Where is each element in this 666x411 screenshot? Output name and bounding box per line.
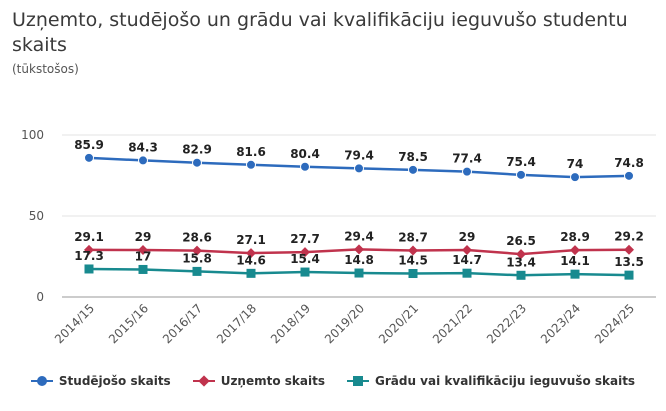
- data-label: 15.8: [182, 251, 212, 265]
- x-tick-label: 2018/19: [268, 301, 313, 346]
- legend: Studējošo skaits Uzņemto skaits Grādu va…: [0, 374, 666, 388]
- data-point[interactable]: [246, 248, 256, 259]
- data-label: 26.5: [506, 234, 536, 248]
- data-point[interactable]: [84, 152, 94, 163]
- y-tick-label: 100: [21, 128, 44, 142]
- data-label: 17: [135, 249, 152, 263]
- data-label: 14.8: [344, 253, 374, 267]
- data-point[interactable]: [516, 270, 526, 280]
- data-label: 74: [567, 157, 584, 171]
- data-label: 14.1: [560, 254, 590, 268]
- data-point[interactable]: [354, 244, 364, 255]
- data-label: 84.3: [128, 140, 158, 154]
- data-point[interactable]: [192, 266, 202, 276]
- data-label: 15.4: [290, 252, 320, 266]
- data-point[interactable]: [300, 247, 310, 258]
- data-label: 79.4: [344, 148, 374, 162]
- data-label: 14.6: [236, 253, 266, 267]
- legend-label: Uzņemto skaits: [220, 374, 325, 388]
- data-point[interactable]: [570, 172, 580, 183]
- data-point[interactable]: [84, 244, 94, 255]
- data-label: 82.9: [182, 143, 212, 157]
- data-point[interactable]: [84, 264, 94, 274]
- data-label: 77.4: [452, 152, 482, 166]
- legend-item-gradu[interactable]: Grādu vai kvalifikāciju ieguvušo skaits: [347, 374, 635, 388]
- data-label: 14.5: [398, 254, 428, 268]
- data-label: 74.8: [614, 156, 644, 170]
- data-point[interactable]: [246, 268, 256, 278]
- data-label: 78.5: [398, 150, 428, 164]
- x-tick-label: 2016/17: [160, 301, 205, 346]
- y-tick-label: 0: [36, 290, 44, 304]
- x-tick-label: 2015/16: [106, 301, 151, 346]
- x-tick-label: 2017/18: [214, 301, 259, 346]
- data-label: 27.7: [290, 232, 320, 246]
- data-label: 13.5: [614, 255, 644, 269]
- data-point[interactable]: [462, 245, 472, 256]
- x-tick-label: 2014/15: [52, 301, 97, 346]
- data-point[interactable]: [516, 169, 526, 180]
- x-tick-label: 2024/25: [592, 301, 637, 346]
- x-tick-label: 2019/20: [322, 301, 367, 346]
- circle-marker-icon: [30, 375, 53, 387]
- data-point[interactable]: [300, 267, 310, 277]
- data-label: 28.9: [560, 230, 590, 244]
- data-point[interactable]: [408, 164, 418, 175]
- data-label: 17.3: [74, 249, 104, 263]
- data-label: 28.6: [182, 231, 212, 245]
- data-point[interactable]: [192, 245, 202, 256]
- line-chart: 0 50 100 2014/15 2015/16 2016/17 2017/18 2018/1…: [21, 128, 656, 346]
- data-point[interactable]: [624, 244, 634, 255]
- diamond-marker-icon: [192, 375, 215, 387]
- data-point[interactable]: [354, 268, 364, 278]
- data-label: 27.1: [236, 233, 266, 247]
- data-label: 14.7: [452, 253, 482, 267]
- legend-label: Studējošo skaits: [58, 374, 171, 388]
- data-label: 80.4: [290, 147, 320, 161]
- data-label: 29: [459, 230, 476, 244]
- data-point[interactable]: [624, 270, 634, 280]
- data-label: 29.4: [344, 229, 374, 243]
- legend-label: Grādu vai kvalifikāciju ieguvušo skaits: [375, 374, 636, 388]
- data-label: 29.1: [74, 230, 104, 244]
- data-point[interactable]: [624, 170, 634, 181]
- y-tick-label: 50: [29, 209, 44, 223]
- data-point[interactable]: [462, 268, 472, 278]
- chart-subtitle: (tūkstošos): [12, 62, 79, 76]
- data-label: 29: [135, 230, 152, 244]
- data-point[interactable]: [462, 166, 472, 177]
- x-tick-label: 2021/22: [430, 301, 475, 346]
- x-tick-label: 2022/23: [484, 301, 529, 346]
- data-point[interactable]: [138, 155, 148, 166]
- data-point[interactable]: [300, 161, 310, 172]
- data-point[interactable]: [516, 249, 526, 260]
- x-tick-label: 2020/21: [376, 301, 421, 346]
- data-point[interactable]: [408, 269, 418, 279]
- data-label: 81.6: [236, 145, 266, 159]
- data-label: 75.4: [506, 155, 536, 169]
- data-label: 13.4: [506, 255, 536, 269]
- chart-title: Uzņemto, studējošo un grādu vai kvalifik…: [12, 9, 628, 56]
- data-point[interactable]: [138, 245, 148, 256]
- legend-item-studejoso[interactable]: Studējošo skaits: [30, 374, 171, 388]
- data-label: 28.7: [398, 231, 428, 245]
- data-point[interactable]: [354, 163, 364, 174]
- x-tick-label: 2023/24: [538, 301, 583, 346]
- data-point[interactable]: [408, 245, 418, 256]
- square-marker-icon: [347, 375, 369, 387]
- data-point[interactable]: [246, 159, 256, 170]
- data-point[interactable]: [138, 264, 148, 274]
- data-point[interactable]: [570, 245, 580, 256]
- data-point[interactable]: [570, 269, 580, 279]
- data-label: 85.9: [74, 138, 104, 152]
- data-label: 29.2: [614, 230, 644, 244]
- data-point[interactable]: [192, 157, 202, 168]
- legend-item-uznemto[interactable]: Uzņemto skaits: [192, 374, 325, 388]
